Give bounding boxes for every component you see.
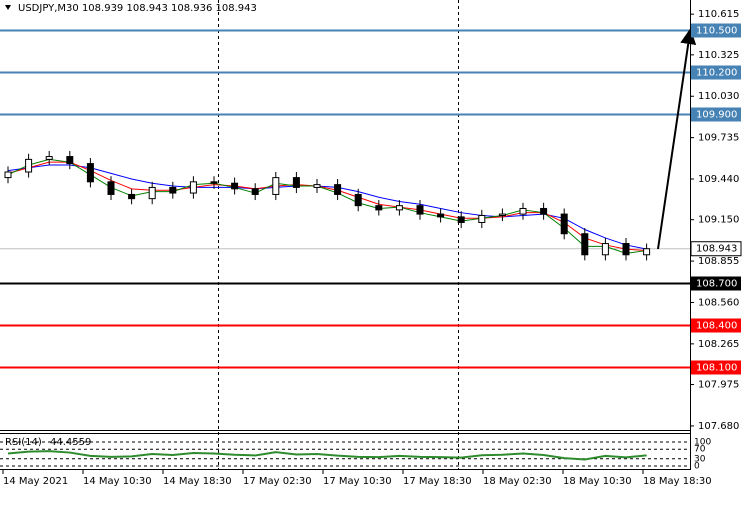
candle-body: [416, 205, 424, 215]
candle-body: [540, 207, 548, 215]
y-tick-label: 108.855: [698, 256, 739, 267]
level-label: 110.200: [696, 68, 737, 79]
rsi-tick-label: 0: [694, 462, 700, 472]
candle-body: [210, 181, 218, 184]
dropdown-icon: [5, 5, 11, 10]
chart-header: USDJPY,M30 108.939 108.943 108.936 108.9…: [18, 3, 257, 14]
projection-arrow: [657, 28, 697, 250]
y-tick-label: 107.680: [698, 421, 739, 432]
level-label: 109.900: [696, 110, 737, 121]
candle-body: [189, 181, 197, 194]
candle-body: [643, 248, 651, 256]
candle-body: [251, 188, 259, 195]
y-tick-label: 110.030: [698, 91, 739, 102]
y-tick-label: 108.265: [698, 339, 739, 350]
x-tick-label: 14 May 10:30: [83, 476, 152, 487]
candle-body: [622, 243, 630, 256]
candle-body: [25, 158, 33, 173]
rsi-last: 44.4559: [50, 437, 91, 448]
candle-body: [148, 186, 156, 200]
candle-body: [457, 216, 465, 224]
candle-body: [169, 186, 177, 194]
current-price-box: [690, 241, 742, 257]
candle-body: [560, 213, 568, 235]
x-tick-label: 14 May 18:30: [163, 476, 232, 487]
x-tick-label: 17 May 02:30: [243, 476, 312, 487]
level-label-box: [691, 23, 741, 38]
current-price-label: 108.943: [696, 244, 737, 255]
candle-body: [437, 213, 445, 218]
x-tick-label: 18 May 18:30: [643, 476, 712, 487]
level-label-box: [691, 318, 741, 333]
x-tick-label: 18 May 10:30: [563, 476, 632, 487]
candle-body: [478, 214, 486, 224]
y-tick-label: 110.615: [698, 9, 739, 20]
candle-body: [66, 156, 74, 165]
x-tick-label: 17 May 18:30: [403, 476, 472, 487]
rsi-tick-label: 100: [694, 438, 711, 448]
candle-body: [231, 182, 239, 190]
y-tick-label: 109.150: [698, 215, 739, 226]
candle-body: [519, 207, 527, 215]
rsi-tick-label: 30: [694, 454, 706, 464]
level-label-box: [691, 65, 741, 80]
candle-body: [354, 193, 362, 207]
candle-body: [601, 243, 609, 256]
candle-body: [581, 233, 589, 256]
candle-body: [45, 156, 53, 160]
level-label: 110.500: [696, 26, 737, 37]
candle-body: [292, 177, 300, 188]
candle-body: [313, 184, 321, 188]
y-tick-label: 109.735: [698, 133, 739, 144]
candle-body: [107, 181, 115, 195]
candle-body: [86, 163, 94, 183]
rsi-name: RSI(14): [5, 437, 42, 448]
level-label-box: [691, 360, 741, 375]
candle-body: [272, 177, 280, 195]
y-tick-label: 109.440: [698, 174, 739, 185]
x-tick-label: 14 May 2021: [3, 476, 68, 487]
y-tick-label: 110.325: [698, 50, 739, 61]
x-tick-label: 17 May 10:30: [323, 476, 392, 487]
candle-body: [375, 205, 383, 211]
level-label-box: [691, 276, 741, 291]
rsi-line: [7, 450, 647, 461]
x-tick-label: 18 May 02:30: [483, 476, 552, 487]
y-tick-label: 108.560: [698, 297, 739, 308]
candle-body: [4, 171, 12, 179]
candle-body: [128, 193, 136, 200]
level-label: 108.100: [696, 363, 737, 374]
candle-body: [395, 205, 403, 211]
level-label-box: [691, 107, 741, 122]
level-label: 108.400: [696, 321, 737, 332]
candle-body: [498, 213, 506, 216]
level-label: 108.700: [696, 279, 737, 290]
rsi-tick-label: 70: [694, 445, 706, 455]
candle-body: [334, 184, 342, 195]
y-tick-label: 107.975: [698, 380, 739, 391]
